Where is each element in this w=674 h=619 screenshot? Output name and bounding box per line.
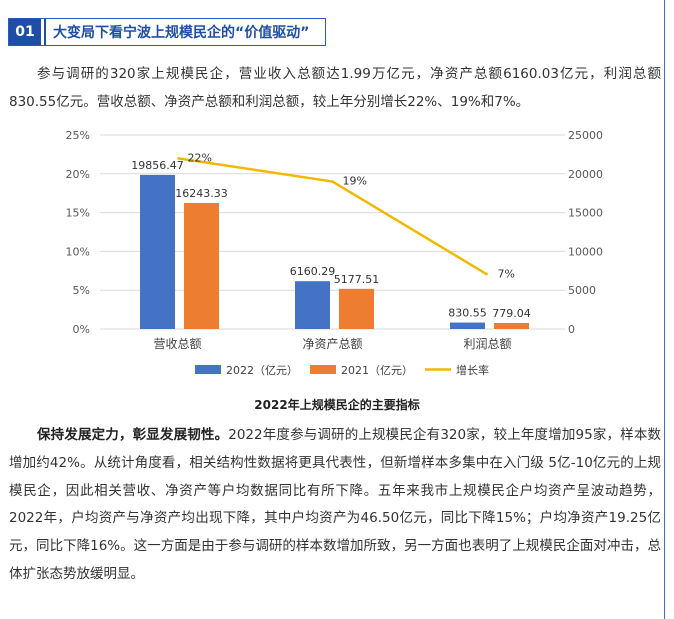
bar-line-chart: 0% 0 5% 5000 10% 10000 15% 15000 20% 20000 25% 2500… <box>66 129 603 377</box>
legend-label: 增长率 <box>456 363 489 377</box>
legend-label: 2022（亿元） <box>226 364 298 377</box>
section-number: 01 <box>9 19 44 45</box>
left-axis-tick-label: 5% <box>73 284 90 297</box>
right-axis-tick-label: 5000 <box>568 284 596 297</box>
bar <box>450 322 485 329</box>
growth-rate-line <box>177 157 489 276</box>
category-label: 营收总额 <box>153 337 201 351</box>
right-axis-tick-label: 25000 <box>568 129 603 142</box>
legend-swatch <box>195 365 221 374</box>
bar <box>184 202 219 329</box>
category-label: 净资产总额 <box>302 337 362 351</box>
legend-swatch <box>310 365 336 374</box>
intro-paragraph: 参与调研的320家上规模民企，营业收入总额达1.99万亿元，净资产总额6160.… <box>9 66 661 110</box>
bar-data-label: 19856.47 <box>131 159 184 172</box>
chart-caption: 2022年上规模民企的主要指标 <box>254 398 420 412</box>
right-axis-tick-label: 10000 <box>568 245 603 258</box>
right-border-line <box>664 0 665 619</box>
left-axis-tick-label: 15% <box>66 207 90 220</box>
bar-data-label: 830.55 <box>448 307 487 320</box>
line-data-label: 7% <box>498 268 515 281</box>
chart-container: 0% 0 5% 5000 10% 10000 15% 15000 20% 20000 25% 2500… <box>0 120 674 420</box>
right-axis-tick-label: 20000 <box>568 168 603 181</box>
section-header: 01 大变局下看宁波上规模民企的“价值驱动” <box>8 18 326 46</box>
bar-data-label: 16243.33 <box>175 187 228 200</box>
category-label: 利润总额 <box>463 337 511 351</box>
bar <box>140 174 175 329</box>
bar-data-label: 779.04 <box>492 307 531 320</box>
body-paragraph: 保持发展定力，彰显发展韧性。2022年度参与调研的上规模民企有320家，较上年度… <box>9 422 661 589</box>
left-axis-tick-label: 20% <box>66 168 90 181</box>
right-axis-tick-label: 0 <box>568 323 575 336</box>
line-data-label: 22% <box>188 151 212 164</box>
body-text: 2022年度参与调研的上规模民企有320家，较上年度增加95家，样本数增加约42… <box>9 427 661 582</box>
left-axis-tick-label: 25% <box>66 129 90 142</box>
section-title: 大变局下看宁波上规模民企的“价值驱动” <box>53 25 310 41</box>
bar <box>494 322 529 329</box>
bar-data-label: 6160.29 <box>290 265 336 278</box>
bar <box>295 281 330 329</box>
right-axis-tick-label: 15000 <box>568 207 603 220</box>
left-axis-tick-label: 0% <box>73 323 90 336</box>
legend-label: 2021（亿元） <box>341 364 413 377</box>
bar <box>339 288 374 329</box>
left-axis-tick-label: 10% <box>66 245 90 258</box>
bar-data-label: 5177.51 <box>334 273 380 286</box>
body-lead: 保持发展定力，彰显发展韧性。 <box>37 427 229 443</box>
line-data-label: 19% <box>343 175 367 188</box>
